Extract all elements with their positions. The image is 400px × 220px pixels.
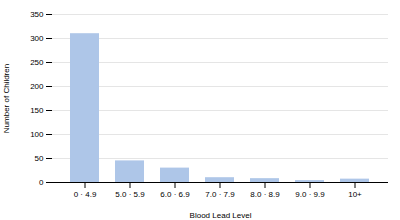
svg-text:100: 100 xyxy=(30,130,44,139)
svg-text:6.0 · 6.9: 6.0 · 6.9 xyxy=(160,190,190,199)
svg-text:0: 0 xyxy=(39,178,44,187)
svg-text:8.0 · 8.9: 8.0 · 8.9 xyxy=(250,190,280,199)
svg-text:150: 150 xyxy=(30,106,44,115)
svg-text:7.0 · 7.9: 7.0 · 7.9 xyxy=(205,190,235,199)
svg-text:Number of Children: Number of Children xyxy=(2,64,11,133)
svg-text:9.0 · 9.9: 9.0 · 9.9 xyxy=(295,190,325,199)
svg-text:0 · 4.9: 0 · 4.9 xyxy=(74,190,97,199)
svg-text:10+: 10+ xyxy=(348,190,362,199)
svg-text:Blood Lead Level: Blood Lead Level xyxy=(190,211,252,220)
svg-text:200: 200 xyxy=(30,82,44,91)
svg-text:300: 300 xyxy=(30,34,44,43)
svg-text:350: 350 xyxy=(30,10,44,19)
svg-text:5.0 · 5.9: 5.0 · 5.9 xyxy=(115,190,145,199)
svg-text:50: 50 xyxy=(35,154,44,163)
svg-text:250: 250 xyxy=(30,58,44,67)
